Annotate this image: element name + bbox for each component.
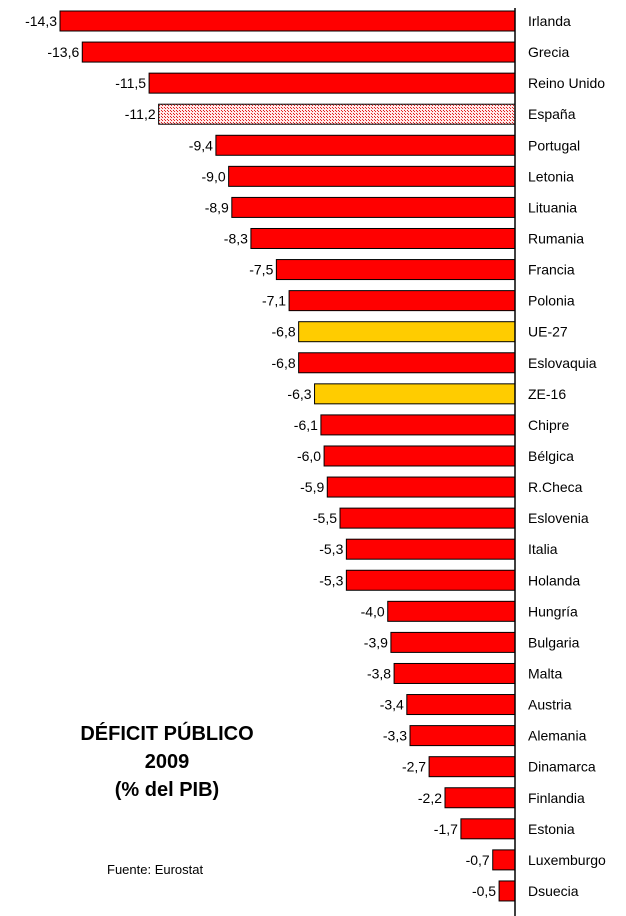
category-label: Polonia (528, 293, 575, 309)
value-label: -9,0 (202, 168, 226, 184)
category-label: Grecia (528, 44, 569, 60)
bar-eslovenia (339, 507, 516, 529)
bar-finlandia (444, 787, 516, 809)
value-label: -3,8 (367, 665, 391, 681)
bar-rumania (250, 227, 516, 249)
value-label: -9,4 (189, 137, 213, 153)
value-label: -3,4 (380, 697, 404, 713)
value-label: -3,3 (383, 728, 407, 744)
category-label: Chipre (528, 417, 569, 433)
value-label: -2,2 (418, 790, 442, 806)
value-label: -0,5 (472, 883, 496, 899)
value-label: -11,5 (115, 75, 146, 91)
bar-eslovaquia (298, 352, 516, 374)
value-label: -6,1 (294, 417, 318, 433)
bar-b-lgica (323, 445, 516, 467)
category-label: Bulgaria (528, 634, 580, 650)
bar-r-checa (326, 476, 516, 498)
category-label: Malta (528, 665, 562, 681)
bar-hungr-a (387, 600, 516, 622)
category-label: Letonia (528, 168, 574, 184)
bar-francia (275, 259, 516, 281)
bar-polonia (288, 290, 516, 312)
value-label: -8,9 (205, 199, 229, 215)
value-label: -6,8 (272, 324, 296, 340)
value-label: -5,5 (313, 510, 337, 526)
category-label: UE-27 (528, 324, 568, 340)
value-label: -4,0 (361, 603, 385, 619)
value-label: -5,3 (319, 572, 343, 588)
category-label: Lituania (528, 199, 577, 215)
category-label: ZE-16 (528, 386, 566, 402)
value-label: -0,7 (466, 852, 490, 868)
bar-dsuecia (498, 880, 516, 902)
value-label: -7,1 (262, 293, 286, 309)
value-label: -8,3 (224, 230, 248, 246)
category-label: Austria (528, 697, 572, 713)
category-label: Luxemburgo (528, 852, 606, 868)
chart-title-line-1: DÉFICIT PÚBLICO (80, 723, 254, 745)
chart-title: DÉFICIT PÚBLICO 2009 (% del PIB) (32, 720, 302, 804)
bar-bulgaria (390, 631, 516, 653)
category-label: Italia (528, 541, 558, 557)
chart-title-line-2: 2009 (144, 751, 190, 773)
value-label: -14,3 (25, 13, 57, 29)
category-label: R.Checa (528, 479, 583, 495)
category-label: Eslovenia (528, 510, 589, 526)
bar-portugal (215, 134, 516, 156)
bar-espa-a (158, 103, 516, 125)
category-label: Holanda (528, 572, 580, 588)
value-label: -3,9 (364, 634, 388, 650)
bar-ue-27 (298, 321, 516, 343)
category-label: Francia (528, 262, 575, 278)
value-label: -6,8 (272, 355, 296, 371)
category-label: Finlandia (528, 790, 585, 806)
bar-letonia (228, 165, 516, 187)
value-label: -5,9 (300, 479, 324, 495)
category-label: Irlanda (528, 13, 571, 29)
category-label: Bélgica (528, 448, 574, 464)
category-label: Estonia (528, 821, 575, 837)
category-label: Hungría (528, 603, 578, 619)
category-label: Dsuecia (528, 883, 579, 899)
bars-group: -14,3 Irlanda -13,6 Grecia -11,5 Reino Unido -… (25, 10, 606, 902)
bar-chipre (320, 414, 516, 436)
category-label: Reino Unido (528, 75, 605, 91)
bar-ze-16 (314, 383, 516, 405)
bar-luxemburgo (492, 849, 516, 871)
bar-reino-unido (148, 72, 516, 94)
bar-austria (406, 694, 516, 716)
value-label: -6,3 (287, 386, 311, 402)
value-label: -7,5 (249, 262, 273, 278)
category-label: España (528, 106, 576, 122)
value-label: -13,6 (47, 44, 79, 60)
bar-lituania (231, 196, 516, 218)
category-label: Portugal (528, 137, 580, 153)
bar-irlanda (59, 10, 516, 32)
category-label: Eslovaquia (528, 355, 597, 371)
bar-holanda (345, 569, 516, 591)
bar-italia (345, 538, 516, 560)
value-label: -2,7 (402, 759, 426, 775)
category-label: Alemania (528, 728, 587, 744)
category-label: Dinamarca (528, 759, 596, 775)
bar-dinamarca (428, 756, 516, 778)
chart-title-line-3: (% del PIB) (114, 779, 220, 801)
bar-estonia (460, 818, 516, 840)
category-label: Rumania (528, 230, 584, 246)
value-label: -5,3 (319, 541, 343, 557)
source-note: Fuente: Eurostat (107, 862, 204, 877)
bar-alemania (409, 725, 516, 747)
bar-grecia (81, 41, 516, 63)
bar-malta (393, 662, 516, 684)
value-label: -1,7 (434, 821, 458, 837)
value-label: -11,2 (125, 106, 156, 122)
value-label: -6,0 (297, 448, 321, 464)
